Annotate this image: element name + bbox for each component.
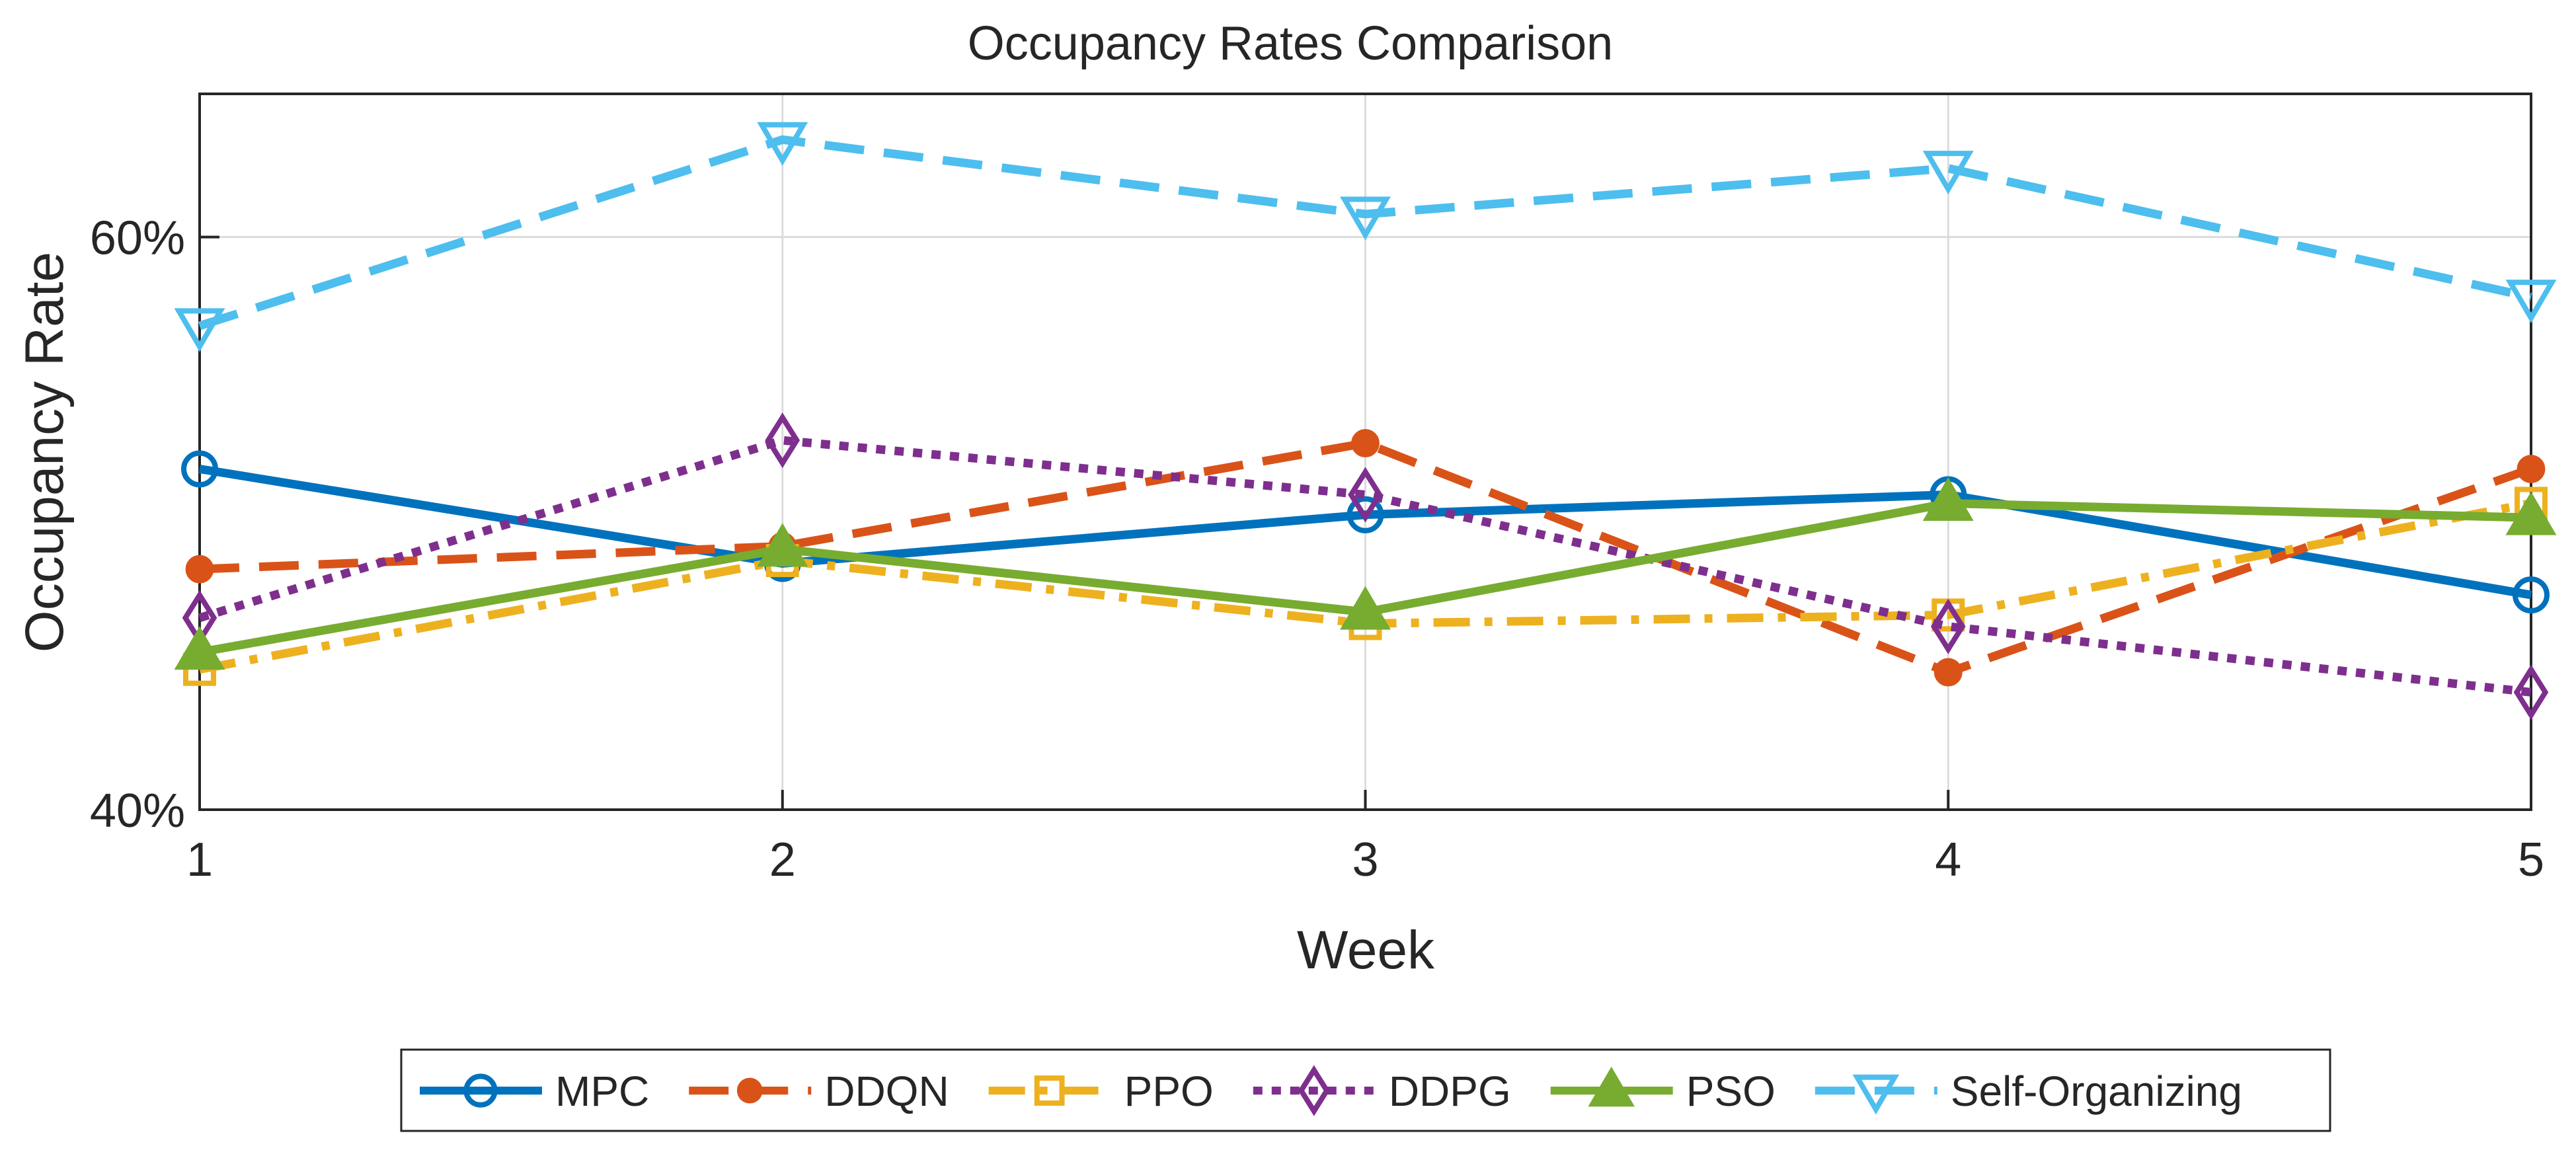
y-tick-label: 60%	[90, 212, 185, 265]
legend-label: PSO	[1686, 1067, 1776, 1115]
self-organizing-point	[1340, 196, 1391, 241]
legend-item-ddpg: DDPG	[1253, 1065, 1511, 1116]
ddpg-point	[765, 412, 800, 469]
series-ddpg	[182, 412, 2549, 720]
legend-label: PPO	[1124, 1067, 1214, 1115]
legend-marker	[736, 1077, 763, 1104]
axis-ticks: 1 2 3 4 5 40% 60%	[90, 212, 2544, 886]
self-organizing-point	[2505, 280, 2557, 324]
x-tick-label: 5	[2518, 833, 2544, 886]
ddqn-point	[1933, 658, 1963, 687]
x-tick-label: 3	[1352, 833, 1378, 886]
chart-title: Occupancy Rates Comparison	[968, 17, 1613, 70]
legend-item-ppo: PPO	[988, 1067, 1214, 1115]
self-organizing-line	[198, 135, 2532, 330]
ddpg-point	[1930, 598, 1966, 654]
legend-marker	[463, 1073, 498, 1108]
series-lines	[174, 122, 2557, 720]
pso-point	[757, 523, 808, 567]
legend-item-mpc: MPC	[420, 1067, 649, 1115]
self-organizing-point	[757, 122, 808, 166]
ddqn-line	[199, 439, 2533, 677]
ddpg-point	[2513, 664, 2549, 720]
legend-item-self-organizing: Self-Organizing	[1815, 1067, 2242, 1115]
legend-label: DDQN	[824, 1067, 949, 1115]
ddqn-point	[1351, 429, 1380, 457]
legend-marker	[1852, 1074, 1900, 1115]
mpc-point	[2513, 576, 2550, 614]
y-tick-label: 40%	[90, 785, 185, 837]
x-axis-label: Week	[1297, 920, 1435, 980]
legend-marker	[1588, 1066, 1635, 1107]
legend-item-ddqn: DDQN	[689, 1067, 949, 1115]
pso-point	[2505, 491, 2557, 535]
legend-marker	[1034, 1075, 1065, 1106]
legend-label: MPC	[555, 1067, 649, 1115]
x-tick-label: 2	[769, 833, 796, 886]
legend-marker	[1298, 1065, 1330, 1116]
self-organizing-point	[174, 308, 225, 352]
legend-label: DDPG	[1389, 1067, 1511, 1115]
mpc-point	[1347, 496, 1384, 533]
ddqn-point	[2517, 455, 2546, 483]
series-pso	[174, 477, 2557, 670]
self-organizing-point	[1922, 151, 1974, 195]
pso-point	[174, 626, 225, 670]
pso-point	[1922, 477, 1974, 521]
x-tick-label: 1	[186, 833, 213, 886]
ddqn-point	[185, 555, 214, 584]
y-axis-label: Occupancy Rate	[15, 252, 75, 652]
series-self-organizing	[174, 122, 2557, 352]
legend-entries: MPC DDQN PPO DDPG PSO Self-Organizing	[420, 1065, 2242, 1116]
ddpg-point	[1348, 467, 1383, 523]
legend-label: Self-Organizing	[1951, 1067, 2242, 1115]
pso-point	[1340, 586, 1391, 630]
x-tick-label: 4	[1935, 833, 1961, 886]
mpc-point	[181, 450, 218, 488]
legend-item-pso: PSO	[1550, 1066, 1776, 1115]
ddpg-line	[198, 436, 2532, 697]
